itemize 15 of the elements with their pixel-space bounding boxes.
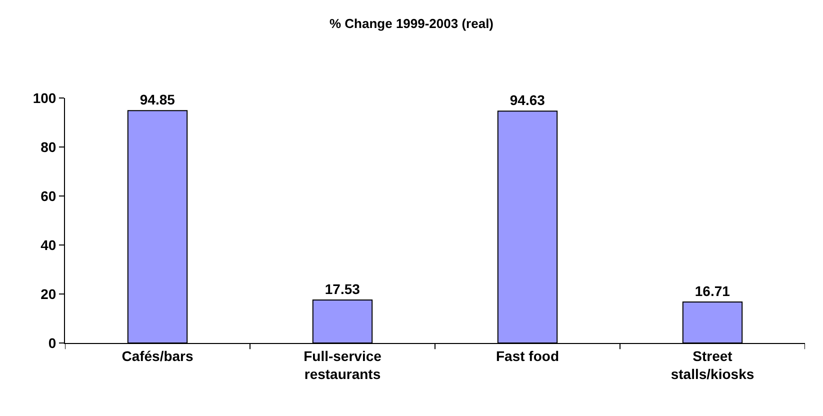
x-tick-label: Full-service restaurants [304,348,382,382]
y-tick-label: 40 [40,236,56,253]
y-tick-label: 80 [40,138,56,155]
y-tick-label: 100 [32,90,56,106]
x-tick-label: Street stalls/kiosks [670,348,754,382]
x-tick-label: Fast food [496,348,559,364]
x-tick-label: Cafés/bars [122,348,194,364]
y-tick-label: 60 [40,188,56,204]
data-label: 94.85 [140,92,176,108]
data-label: 94.63 [510,92,546,108]
y-tick-label: 20 [40,286,56,302]
data-label: 17.53 [324,281,360,298]
data-label: 16.71 [694,283,730,300]
chart-title: % Change 1999-2003 (real) [329,16,494,31]
y-tick-label: 0 [48,334,56,351]
